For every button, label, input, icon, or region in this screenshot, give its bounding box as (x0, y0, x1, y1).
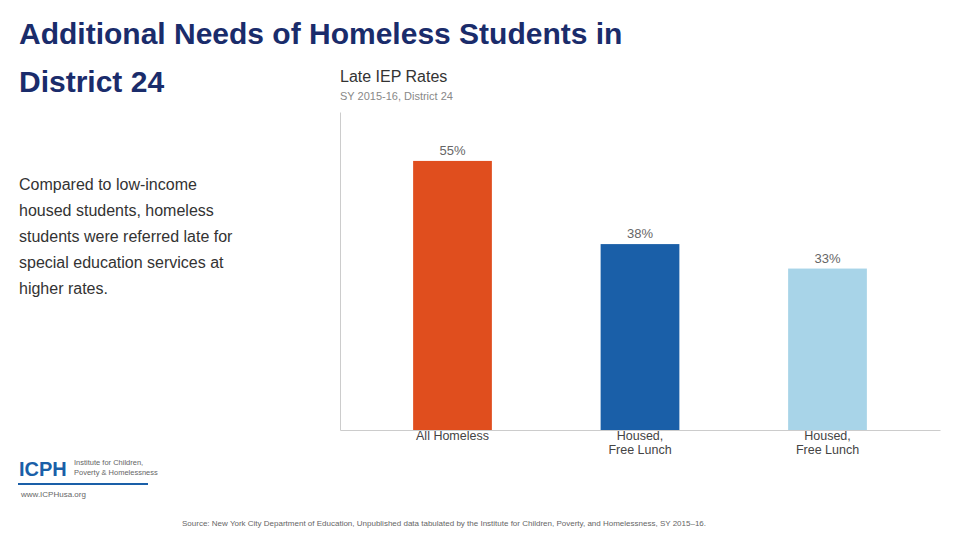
text-line: Housed, (804, 429, 851, 443)
source-text: Source: New York City Department of Educ… (182, 519, 706, 528)
y-axis (340, 113, 341, 431)
data-label: 38% (627, 226, 653, 241)
text-line: students were referred late for (19, 228, 233, 245)
page-title: Additional Needs of Homeless Students in (19, 17, 622, 50)
text-line: Free Lunch (608, 443, 671, 457)
bar (788, 269, 867, 430)
x-tick-label: Housed,Free Lunch (796, 429, 859, 457)
data-labels: 55% 38% 33% (439, 143, 840, 266)
text-line: housed students, homeless (19, 202, 214, 219)
bars (413, 161, 867, 430)
bar (601, 244, 680, 430)
page-title: District 24 (19, 65, 164, 98)
text-line: Compared to low-income (19, 176, 197, 193)
text-line: Free Lunch (796, 443, 859, 457)
x-tick: All Homeless (416, 429, 489, 443)
data-label: 33% (814, 251, 840, 266)
chart-title: Late IEP Rates (340, 68, 447, 85)
chart-subtitle: SY 2015-16, District 24 (340, 90, 453, 102)
x-tick-label: Housed,Free Lunch (608, 429, 671, 457)
logo-url: www.ICPHusa.org (20, 490, 86, 499)
logo-subtext: Institute for Children,Poverty & Homeles… (74, 458, 158, 477)
text-line: Institute for Children, (74, 458, 143, 467)
x-tick: Housed,Free Lunch (608, 429, 671, 457)
x-tick: Housed,Free Lunch (796, 429, 859, 457)
text-line: Poverty & Homelessness (74, 468, 158, 477)
text-line: Housed, (617, 429, 664, 443)
body-text: Compared to low-income housed students, h… (19, 176, 233, 297)
logo-text: ICPH (19, 458, 67, 480)
bar (413, 161, 492, 430)
x-tick-label: All Homeless (416, 429, 489, 443)
logo-rule (18, 483, 148, 485)
chart: Additional Needs of Homeless Students in… (0, 0, 960, 540)
text-line: special education services at (19, 254, 224, 271)
y-axis-line (340, 113, 341, 431)
text-line: higher rates. (19, 280, 108, 297)
x-axis: All HomelessHoused,Free LunchHoused,Free… (341, 429, 941, 457)
data-label: 55% (439, 143, 465, 158)
text-line: All Homeless (416, 429, 489, 443)
